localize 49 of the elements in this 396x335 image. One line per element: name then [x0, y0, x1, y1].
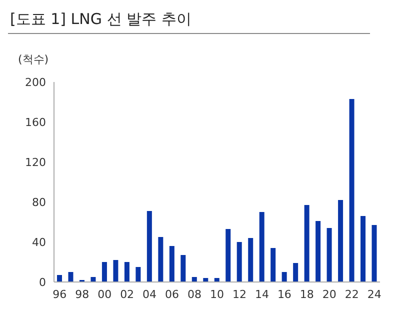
- x-tick-label: 02: [120, 288, 134, 301]
- bar: [304, 205, 310, 282]
- bar: [158, 237, 164, 282]
- x-tick-label: 14: [254, 288, 269, 301]
- y-tick-label: 80: [32, 196, 46, 209]
- x-tick-label: 96: [52, 288, 67, 301]
- bar: [192, 277, 197, 282]
- y-axis-title: (척수): [18, 52, 49, 67]
- bar: [293, 263, 298, 282]
- bar: [236, 242, 242, 282]
- x-tick-label: 22: [344, 288, 359, 301]
- bar: [248, 238, 254, 282]
- x-tick-label: 98: [75, 288, 90, 301]
- x-tick-label: 08: [188, 288, 202, 301]
- x-tick-label: 18: [300, 288, 314, 301]
- bar: [270, 248, 276, 282]
- chart-title: [도표 1] LNG 선 발주 추이: [8, 8, 370, 34]
- bar: [226, 229, 231, 282]
- bar: [349, 99, 354, 282]
- y-tick-label: 40: [32, 236, 46, 249]
- bar: [136, 267, 141, 282]
- bar: [124, 262, 130, 282]
- bar: [316, 221, 321, 282]
- y-tick-label: 120: [25, 156, 46, 169]
- bar: [360, 216, 366, 282]
- y-tick-label: 200: [25, 76, 46, 89]
- x-tick-label: 24: [367, 288, 382, 301]
- y-tick-label: 160: [25, 116, 46, 129]
- bar: [169, 246, 174, 282]
- bar: [372, 225, 377, 282]
- bar: [68, 272, 74, 282]
- x-tick-label: 06: [165, 288, 180, 301]
- y-tick-label: 0: [39, 276, 46, 289]
- bar: [282, 272, 287, 282]
- bar: [338, 200, 344, 282]
- x-tick-label: 16: [277, 288, 292, 301]
- x-tick-label: 10: [210, 288, 224, 301]
- bar: [180, 255, 186, 282]
- bar: [259, 212, 264, 282]
- x-tick-label: 00: [98, 288, 112, 301]
- bar: [57, 275, 62, 282]
- x-tick-label: 04: [142, 288, 157, 301]
- bar: [102, 262, 107, 282]
- bar: [326, 228, 332, 282]
- x-tick-label: 20: [322, 288, 336, 301]
- bar: [113, 260, 118, 282]
- x-tick-label: 12: [232, 288, 246, 301]
- bar: [90, 277, 96, 282]
- bar: [146, 211, 152, 282]
